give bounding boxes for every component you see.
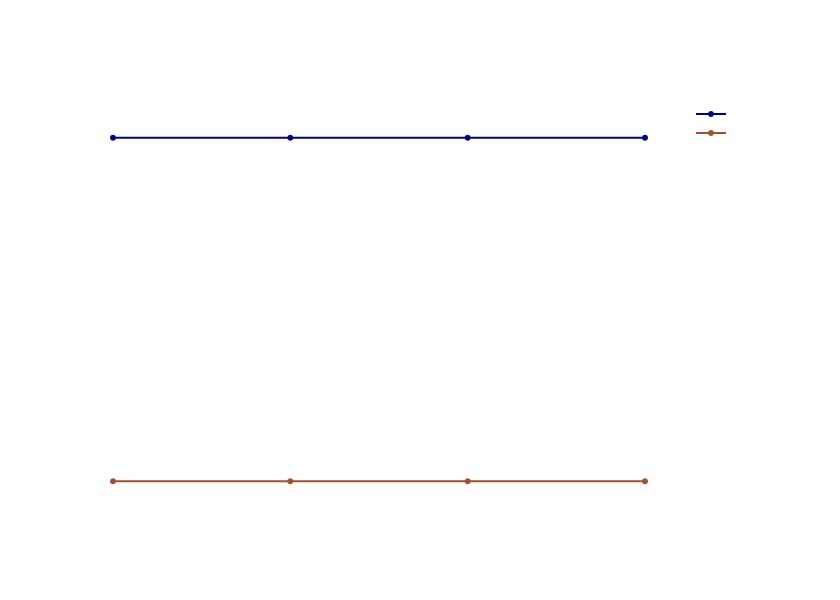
plot-area <box>110 134 648 485</box>
legend-entry-2-marker <box>708 130 714 136</box>
series-2-point <box>642 478 648 485</box>
legend-entry-1-marker <box>708 111 714 117</box>
series-1 <box>110 134 648 141</box>
series-1-point <box>642 134 648 141</box>
series-2-point <box>464 478 471 485</box>
legend <box>696 111 726 136</box>
series-1-point <box>464 134 471 141</box>
series-1-point <box>287 134 294 141</box>
series-2-point <box>287 478 294 485</box>
series-1-point <box>110 134 116 141</box>
series-2-point <box>110 478 116 485</box>
legend-entry-1 <box>696 111 726 117</box>
legend-entry-2 <box>696 130 726 136</box>
series-2 <box>110 478 648 485</box>
